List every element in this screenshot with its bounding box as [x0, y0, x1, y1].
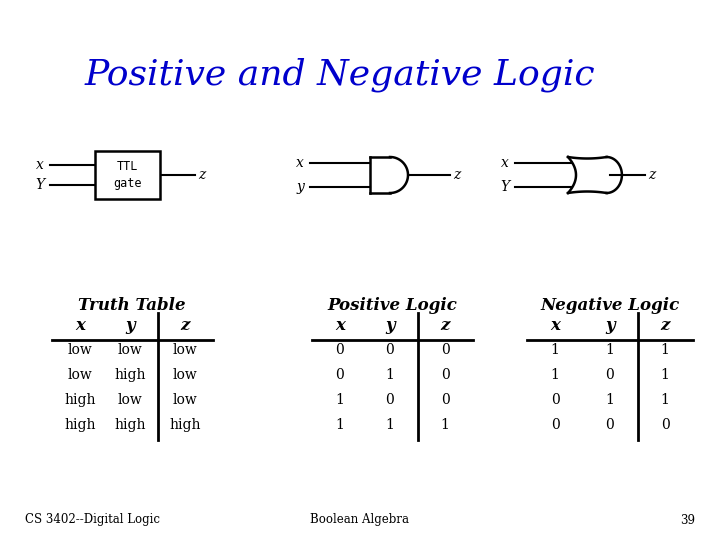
Text: y: y — [125, 316, 135, 334]
Text: low: low — [173, 368, 197, 382]
Text: x: x — [75, 316, 85, 334]
Text: y: y — [606, 316, 615, 334]
Text: low: low — [117, 343, 143, 357]
Text: 1: 1 — [386, 368, 395, 382]
Text: Positive and Negative Logic: Positive and Negative Logic — [85, 58, 595, 92]
Text: high: high — [64, 393, 96, 407]
Bar — [95, 151, 160, 199]
Text: 0: 0 — [336, 343, 344, 357]
Text: 1: 1 — [660, 343, 670, 357]
Text: low: low — [68, 368, 92, 382]
Text: Positive Logic: Positive Logic — [327, 296, 457, 314]
Text: CS 3402--Digital Logic: CS 3402--Digital Logic — [25, 514, 160, 526]
Text: Boolean Algebra: Boolean Algebra — [310, 514, 410, 526]
Text: 1: 1 — [606, 393, 614, 407]
Text: z: z — [180, 316, 190, 334]
Text: x: x — [335, 316, 345, 334]
Text: low: low — [68, 343, 92, 357]
Text: 0: 0 — [606, 368, 614, 382]
Text: 1: 1 — [660, 393, 670, 407]
Text: low: low — [173, 343, 197, 357]
Text: 1: 1 — [660, 368, 670, 382]
Text: 1: 1 — [551, 368, 559, 382]
Text: 1: 1 — [606, 343, 614, 357]
Text: 39: 39 — [680, 514, 695, 526]
Text: 1: 1 — [336, 418, 344, 432]
Text: high: high — [64, 418, 96, 432]
Text: Negative Logic: Negative Logic — [541, 296, 680, 314]
Text: 1: 1 — [551, 343, 559, 357]
Text: z: z — [453, 168, 460, 182]
Text: x: x — [36, 158, 44, 172]
Text: 0: 0 — [386, 393, 395, 407]
Text: gate: gate — [113, 177, 142, 190]
Text: Y: Y — [500, 180, 509, 194]
Text: x: x — [550, 316, 560, 334]
Text: x: x — [501, 156, 509, 170]
Text: 0: 0 — [441, 393, 449, 407]
Text: 1: 1 — [441, 418, 449, 432]
Text: 0: 0 — [661, 418, 670, 432]
Text: low: low — [173, 393, 197, 407]
Text: Y: Y — [35, 178, 44, 192]
Text: TTL: TTL — [117, 160, 138, 173]
Text: 1: 1 — [386, 418, 395, 432]
Text: 0: 0 — [551, 393, 559, 407]
Text: y: y — [385, 316, 395, 334]
Text: 0: 0 — [441, 368, 449, 382]
Text: z: z — [648, 168, 655, 182]
Text: z: z — [198, 168, 205, 182]
Text: y: y — [296, 180, 304, 194]
Text: low: low — [117, 393, 143, 407]
Text: z: z — [660, 316, 670, 334]
Text: high: high — [169, 418, 201, 432]
Text: 0: 0 — [441, 343, 449, 357]
Text: 0: 0 — [336, 368, 344, 382]
Text: high: high — [114, 418, 145, 432]
Text: x: x — [296, 156, 304, 170]
Text: z: z — [440, 316, 450, 334]
Text: high: high — [114, 368, 145, 382]
Text: 1: 1 — [336, 393, 344, 407]
Text: Truth Table: Truth Table — [78, 296, 186, 314]
Text: 0: 0 — [606, 418, 614, 432]
Text: 0: 0 — [551, 418, 559, 432]
Text: 0: 0 — [386, 343, 395, 357]
